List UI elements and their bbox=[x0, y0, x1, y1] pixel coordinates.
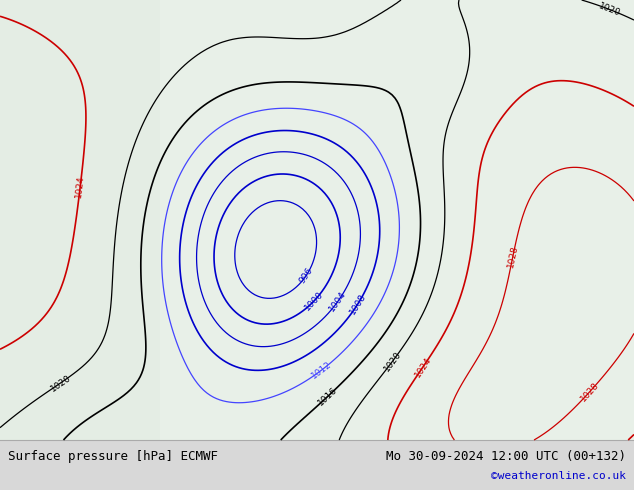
Text: ©weatheronline.co.uk: ©weatheronline.co.uk bbox=[491, 471, 626, 481]
Text: 1016: 1016 bbox=[316, 385, 340, 407]
Text: 1024: 1024 bbox=[74, 175, 86, 198]
Text: 1028: 1028 bbox=[506, 244, 520, 268]
Bar bbox=[0, 440, 634, 490]
Text: 1024: 1024 bbox=[413, 355, 433, 379]
Text: 1028: 1028 bbox=[578, 381, 600, 404]
Text: Surface pressure [hPa] ECMWF: Surface pressure [hPa] ECMWF bbox=[8, 449, 218, 463]
Text: Mo 30-09-2024 12:00 UTC (00+132): Mo 30-09-2024 12:00 UTC (00+132) bbox=[386, 449, 626, 463]
Text: 996: 996 bbox=[298, 266, 315, 285]
Bar bbox=[0, 0, 160, 440]
Text: 1008: 1008 bbox=[348, 292, 368, 316]
Text: 1012: 1012 bbox=[309, 360, 333, 381]
Text: 1020: 1020 bbox=[597, 1, 622, 18]
Text: 1004: 1004 bbox=[327, 290, 348, 314]
Text: 1000: 1000 bbox=[303, 289, 325, 312]
Text: 1020: 1020 bbox=[49, 373, 72, 393]
Text: 1020: 1020 bbox=[382, 349, 403, 373]
